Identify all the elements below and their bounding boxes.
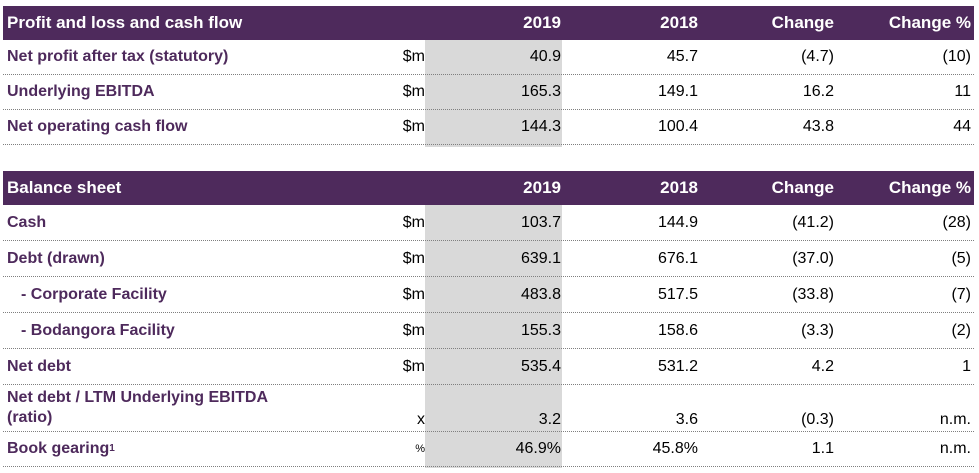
column-header-change-pct: Change % [888, 178, 971, 197]
value-change: (3.3) [801, 321, 834, 339]
value-2018: 100.4 [657, 118, 698, 135]
row-label-line1: Net debt / LTM Underlying EBITDA [7, 389, 269, 406]
section-title: Profit and loss and cash flow [7, 13, 243, 32]
row-label: Net debt [7, 357, 71, 375]
value-2018: 144.9 [657, 213, 698, 231]
value-2018: 45.7 [666, 48, 698, 65]
value-2018: 45.8% [652, 440, 698, 457]
column-header-2018: 2018 [660, 13, 698, 32]
value-change-pct: (28) [942, 213, 971, 231]
value-2019: 639.1 [520, 249, 561, 267]
value-change-pct: 44 [953, 118, 971, 135]
row-label: Book gearing 1 [7, 440, 115, 457]
value-2019: 103.7 [520, 213, 561, 231]
value-change-pct: n.m. [939, 411, 971, 428]
value-2019: 40.9 [529, 48, 561, 65]
table-row: Net operating cash flow $m 144.3 100.4 4… [3, 110, 974, 145]
row-label: Underlying EBITDA [7, 83, 155, 100]
value-2019: 483.8 [520, 285, 561, 303]
value-change: (33.8) [792, 285, 834, 303]
row-unit: $m [402, 213, 425, 231]
row-unit: $m [402, 357, 425, 375]
row-label: Debt (drawn) [7, 249, 105, 267]
table-row: Book gearing 1 % 46.9% 45.8% 1.1 n.m. [3, 432, 974, 467]
highlight-2019-column-pl [425, 40, 562, 147]
row-unit: $m [402, 118, 425, 135]
value-2019: 46.9% [515, 440, 561, 457]
value-change-pct: (5) [951, 249, 971, 267]
column-header-change: Change [771, 178, 834, 197]
value-2018: 531.2 [657, 357, 698, 375]
value-2018: 676.1 [657, 249, 698, 267]
value-2018: 158.6 [657, 321, 698, 339]
value-2018: 517.5 [657, 285, 698, 303]
row-label: Cash [7, 213, 47, 231]
table-row: Underlying EBITDA $m 165.3 149.1 16.2 11 [3, 75, 974, 110]
value-change: 1.1 [811, 440, 834, 457]
table-header: Profit and loss and cash flow 2019 2018 … [3, 6, 974, 40]
column-header-2019: 2019 [523, 13, 561, 32]
value-change: 16.2 [802, 83, 834, 100]
value-2018: 3.6 [675, 411, 698, 428]
row-label: - Corporate Facility [21, 285, 167, 303]
table-row: - Corporate Facility $m 483.8 517.5 (33.… [3, 277, 974, 313]
value-change-pct: (2) [951, 321, 971, 339]
table-row: Debt (drawn) $m 639.1 676.1 (37.0) (5) [3, 241, 974, 277]
value-2019: 3.2 [538, 411, 561, 428]
balance-sheet-table: Balance sheet 2019 2018 Change Change % … [3, 171, 974, 467]
value-change-pct: 11 [954, 83, 971, 100]
row-unit: $m [402, 285, 425, 303]
section-title: Balance sheet [7, 178, 122, 197]
value-2019: 144.3 [520, 118, 561, 135]
table-row: - Bodangora Facility $m 155.3 158.6 (3.3… [3, 313, 974, 349]
column-header-change: Change [771, 13, 834, 32]
row-unit: x [417, 411, 425, 428]
row-label: - Bodangora Facility [21, 321, 175, 339]
row-unit: $m [402, 249, 425, 267]
table-row: Net debt / LTM Underlying EBITDA (ratio)… [3, 385, 974, 432]
table-row: Cash $m 103.7 144.9 (41.2) (28) [3, 205, 974, 241]
profit-loss-table: Profit and loss and cash flow 2019 2018 … [3, 6, 974, 145]
row-label-text: Book gearing [7, 440, 110, 457]
column-header-2018: 2018 [660, 178, 698, 197]
value-change-pct: (10) [942, 48, 971, 65]
value-2018: 149.1 [657, 83, 698, 100]
value-change: 43.8 [802, 118, 834, 135]
table-row: Net debt $m 535.4 531.2 4.2 1 [3, 349, 974, 385]
column-header-2019: 2019 [523, 178, 561, 197]
value-2019: 535.4 [520, 357, 561, 375]
row-unit: $m [402, 83, 425, 100]
row-unit: % [415, 443, 425, 455]
row-label-line2: (ratio) [7, 409, 53, 426]
table-row: Net profit after tax (statutory) $m 40.9… [3, 40, 974, 75]
table-header: Balance sheet 2019 2018 Change Change % [3, 171, 974, 205]
value-change-pct: (7) [951, 285, 971, 303]
value-change: (0.3) [801, 411, 834, 428]
column-header-change-pct: Change % [888, 13, 971, 32]
row-label: Net debt / LTM Underlying EBITDA (ratio) [7, 385, 367, 431]
value-change-pct: n.m. [939, 440, 971, 457]
value-change: (4.7) [801, 48, 834, 65]
value-change: (37.0) [792, 249, 834, 267]
row-unit: $m [402, 48, 425, 65]
value-2019: 155.3 [520, 321, 561, 339]
value-change: 4.2 [811, 357, 834, 375]
row-label: Net profit after tax (statutory) [7, 48, 229, 65]
highlight-2019-column-bs [425, 205, 562, 468]
value-change-pct: 1 [962, 357, 971, 375]
row-unit: $m [402, 321, 425, 339]
value-change: (41.2) [792, 213, 834, 231]
row-label: Net operating cash flow [7, 118, 188, 135]
value-2019: 165.3 [520, 83, 561, 100]
